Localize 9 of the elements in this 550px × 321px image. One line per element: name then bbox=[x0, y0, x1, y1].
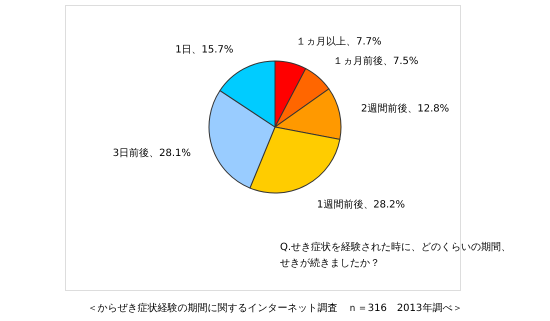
text: Q.せき症状を経験された時に、どのくらいの期間、 bbox=[280, 241, 512, 253]
slice-label: 1週間前後、28.2% bbox=[316, 198, 406, 210]
text: せきが続きましたか？ bbox=[280, 257, 380, 269]
slice-label: 3日前後、28.1% bbox=[112, 146, 191, 159]
slice-label: 2週間前後、12.8% bbox=[361, 102, 450, 114]
slice-label: １ヵ月以上、7.7% bbox=[296, 36, 382, 48]
slice-label: 1日、15.7% bbox=[175, 44, 234, 56]
text: ＜からぜき症状経験の期間に関するインターネット調査 ｎ＝316 2013年調べ＞ bbox=[88, 302, 462, 314]
slice-label: １ヵ月前後、7.5% bbox=[332, 54, 418, 67]
